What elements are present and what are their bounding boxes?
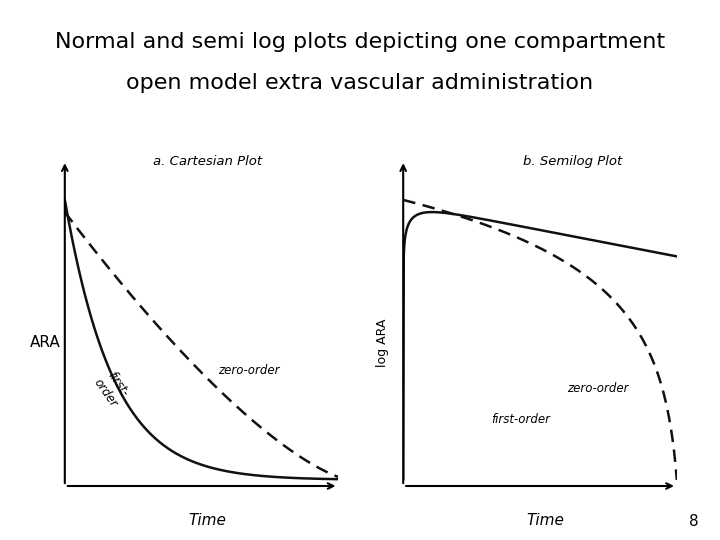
Text: zero-order: zero-order <box>567 382 629 395</box>
Text: b. Semilog Plot: b. Semilog Plot <box>523 154 623 167</box>
Text: Time: Time <box>526 514 564 529</box>
Text: zero-order: zero-order <box>218 364 279 377</box>
Text: Normal and semi log plots depicting one compartment: Normal and semi log plots depicting one … <box>55 32 665 52</box>
Text: first-order: first-order <box>491 413 550 426</box>
Text: ARA: ARA <box>30 335 61 350</box>
Text: log ARA: log ARA <box>376 319 390 367</box>
Text: Time: Time <box>188 514 226 529</box>
Text: first-
order: first- order <box>91 368 132 410</box>
Text: 8: 8 <box>689 514 698 529</box>
Text: open model extra vascular administration: open model extra vascular administration <box>127 73 593 93</box>
Text: a. Cartesian Plot: a. Cartesian Plot <box>153 154 261 167</box>
